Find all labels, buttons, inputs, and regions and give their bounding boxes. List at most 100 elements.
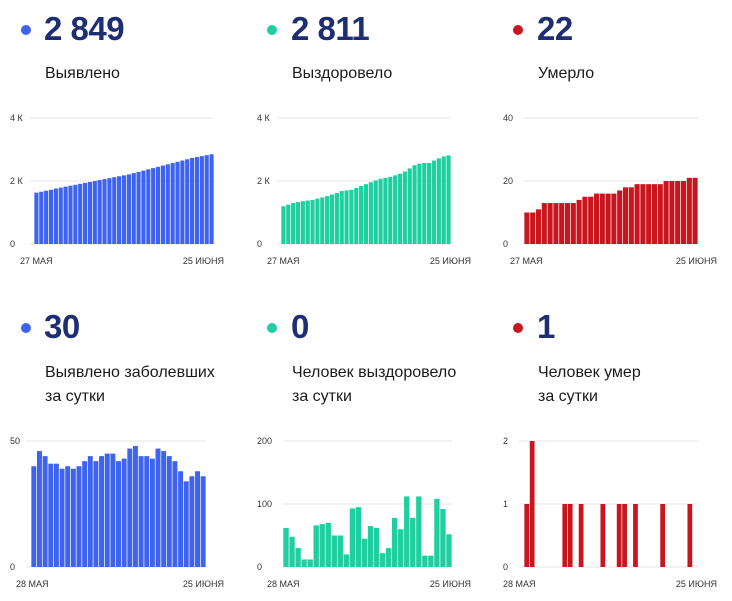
bar <box>83 182 88 244</box>
bar <box>283 527 289 567</box>
bar <box>121 175 127 244</box>
bar <box>361 538 368 567</box>
bar <box>315 198 320 244</box>
y-tick-label: 2 <box>503 436 508 446</box>
bar <box>446 155 451 244</box>
bar <box>391 517 398 567</box>
bar <box>204 155 209 244</box>
bar <box>446 534 452 567</box>
bar <box>300 201 305 244</box>
bar <box>578 504 584 567</box>
bar <box>564 203 571 244</box>
bar <box>189 476 195 567</box>
x-end-label: 25 ИЮНЯ <box>183 256 224 266</box>
bar <box>305 200 310 244</box>
x-end-label: 25 ИЮНЯ <box>430 256 471 266</box>
bar <box>559 203 565 244</box>
bar <box>434 498 440 567</box>
bar <box>378 178 383 244</box>
bar <box>325 522 331 567</box>
y-tick-label: 0 <box>257 562 262 572</box>
bar <box>379 553 386 567</box>
bar <box>599 193 605 244</box>
bar <box>155 448 161 567</box>
bar <box>582 196 588 244</box>
bar <box>172 461 178 567</box>
bar <box>628 187 634 244</box>
bar <box>431 160 437 244</box>
bar <box>373 527 380 567</box>
bar <box>339 191 344 244</box>
bar <box>99 456 105 567</box>
y-tick-label: 1 <box>503 499 508 509</box>
bar <box>161 451 167 567</box>
bar <box>535 209 542 244</box>
recovered-total-label: Выздоровело <box>292 65 393 82</box>
bar <box>136 171 141 244</box>
recovered-daily-chart: 0 100 200 28 МАЯ 25 ИЮНЯ <box>257 436 471 589</box>
x-start-label: 28 МАЯ <box>503 579 536 589</box>
bar <box>427 163 432 244</box>
bar <box>37 451 42 567</box>
bar <box>107 178 112 244</box>
bar <box>428 555 434 567</box>
bar <box>397 173 403 244</box>
y-tick-label: 50 <box>10 436 20 446</box>
recovered-daily-label-2: за сутки <box>292 388 352 405</box>
bar <box>170 163 175 244</box>
bar <box>530 212 536 244</box>
bar <box>616 504 622 567</box>
bar <box>547 203 553 244</box>
bar <box>388 176 393 244</box>
bar <box>334 192 339 244</box>
died-daily-value: 1 <box>537 308 555 345</box>
bar <box>675 181 681 244</box>
y-tick-label: 20 <box>503 176 513 186</box>
bar <box>166 456 172 567</box>
bar <box>622 187 629 244</box>
bar <box>349 508 356 567</box>
bar <box>138 456 144 567</box>
bar <box>669 181 675 244</box>
bar <box>183 481 189 567</box>
y-tick-label: 0 <box>257 239 262 249</box>
bar <box>289 536 295 567</box>
bar <box>440 509 446 567</box>
bar <box>112 177 117 244</box>
recovered-total-value: 2 811 <box>291 10 370 47</box>
bar <box>600 504 606 567</box>
bar <box>34 192 39 244</box>
died-daily-label-2: за сутки <box>538 388 598 405</box>
bar <box>310 199 315 244</box>
bar <box>541 203 547 244</box>
bar <box>87 181 93 244</box>
bar <box>567 504 573 567</box>
bar <box>617 190 623 244</box>
bar <box>31 466 37 567</box>
bar <box>301 559 307 567</box>
bar <box>410 517 416 567</box>
y-tick-label: 2 К <box>10 176 24 186</box>
died-total-value: 22 <box>537 10 573 47</box>
bar <box>320 197 325 244</box>
y-tick-label: 2 К <box>257 176 271 186</box>
bar <box>343 554 350 567</box>
bar <box>393 175 398 244</box>
bar <box>132 446 138 567</box>
bar <box>331 535 337 567</box>
y-tick-label: 0 <box>10 239 15 249</box>
bar <box>195 471 201 567</box>
bar <box>417 163 422 244</box>
y-tick-label: 0 <box>503 562 508 572</box>
bar <box>121 458 127 567</box>
bar <box>87 456 93 567</box>
detected-daily-label-1: Выявлено заболевших <box>45 364 215 381</box>
recovered-daily-label-1: Человек выздоровело <box>292 364 457 381</box>
bar <box>65 466 71 567</box>
bar <box>194 157 200 244</box>
detected-daily-chart: 0 50 28 МАЯ 25 ИЮНЯ <box>10 436 224 589</box>
y-tick-label: 0 <box>503 239 508 249</box>
bar <box>82 461 88 567</box>
x-end-label: 25 ИЮНЯ <box>430 579 471 589</box>
bar <box>398 529 404 567</box>
